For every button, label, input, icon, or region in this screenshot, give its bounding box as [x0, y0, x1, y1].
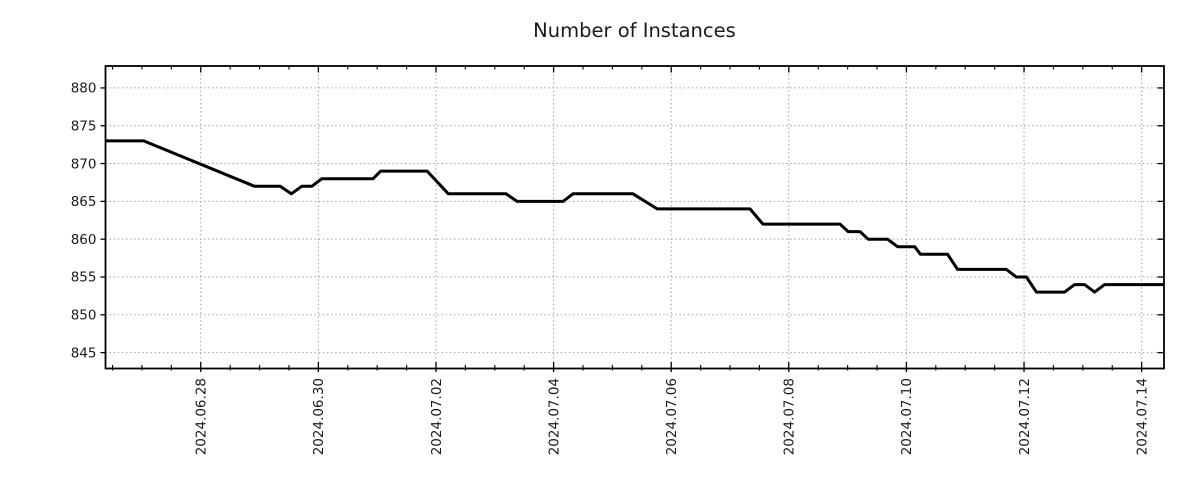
data-line: [105, 139, 1164, 294]
x-tick-label: 2024.07.02: [429, 378, 445, 455]
y-tick-label: 870: [71, 156, 97, 172]
chart-title: Number of Instances: [533, 19, 736, 42]
x-tick-label: 2024.07.06: [664, 378, 680, 455]
y-tick-label: 845: [71, 345, 97, 361]
y-tick-label: 855: [71, 270, 97, 286]
x-tick-label: 2024.07.10: [899, 378, 915, 455]
plot-frame: [104, 65, 1165, 370]
x-tick-label: 2024.07.08: [782, 378, 798, 455]
y-tick-label: 875: [71, 118, 97, 134]
y-tick-label: 860: [71, 232, 97, 248]
y-tick-label: 865: [71, 194, 97, 210]
x-tick-label: 2024.07.12: [1017, 378, 1033, 455]
y-tick-label: 850: [71, 308, 97, 324]
y-tick-label: 880: [71, 81, 97, 97]
x-tick-label: 2024.07.14: [1134, 378, 1150, 455]
x-tick-label: 2024.06.30: [311, 378, 327, 455]
x-tick-label: 2024.06.28: [194, 378, 210, 455]
x-tick-label: 2024.07.04: [546, 378, 562, 455]
